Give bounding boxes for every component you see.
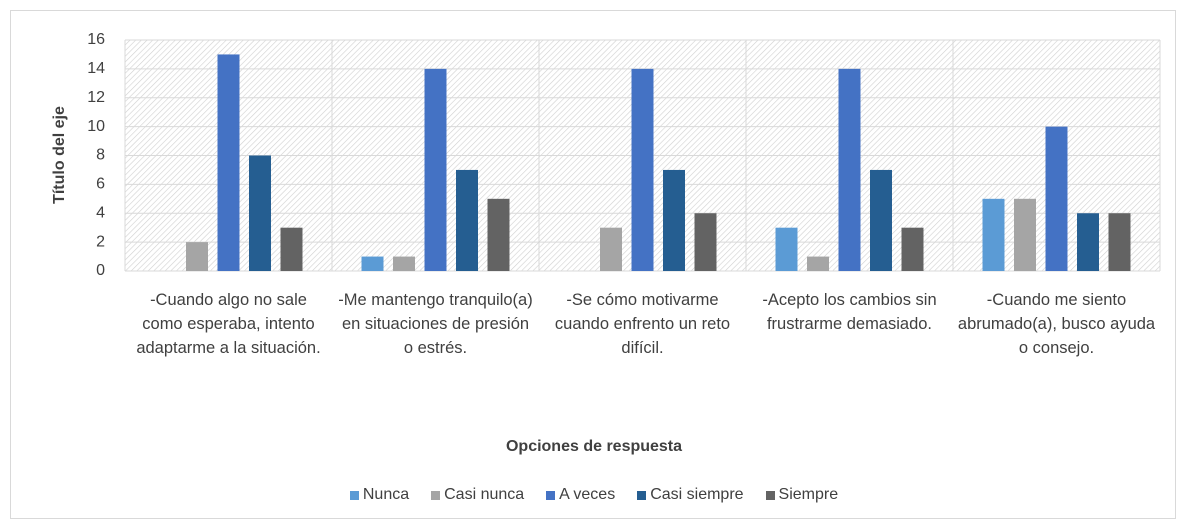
x-tick-label: -Me mantengo tranquilo(a) en situaciones… [338, 291, 533, 357]
legend-swatch [765, 490, 775, 500]
bar [487, 198, 510, 271]
bar [424, 68, 447, 271]
legend-item: Casi nunca [431, 486, 524, 504]
bar [456, 169, 478, 271]
bar [838, 68, 861, 271]
y-tick-label: 10 [87, 118, 105, 135]
bar [870, 169, 892, 271]
legend-swatch [637, 490, 647, 500]
legend-item: Nunca [349, 486, 410, 504]
x-axis-title: Opciones de respuesta [505, 438, 683, 455]
x-tick-label: -Se cómo motivarme cuando enfrento un re… [554, 291, 731, 357]
bar [1108, 213, 1131, 271]
legend-swatch [431, 490, 441, 500]
bar [600, 227, 622, 271]
bar [982, 198, 1005, 271]
y-tick-label: 2 [96, 233, 105, 250]
y-tick-label: 4 [96, 204, 105, 221]
y-tick-label: 12 [87, 89, 105, 106]
bar [807, 256, 829, 271]
legend-swatch [546, 490, 556, 500]
y-tick-label: 16 [87, 31, 105, 48]
y-tick-label: 0 [96, 262, 105, 279]
y-tick-label: 6 [96, 176, 105, 193]
bar [280, 227, 303, 271]
bar [694, 213, 717, 271]
legend-label: Casi siempre [650, 486, 744, 503]
legend-item: A veces [546, 486, 615, 504]
bar [217, 54, 240, 271]
legend-label: Nunca [362, 486, 410, 503]
x-tick-label: -Cuando algo no sale como esperaba, inte… [136, 291, 321, 357]
x-tick-label: -Acepto los cambios sin frustrarme demas… [762, 291, 937, 333]
bar [1077, 213, 1099, 271]
y-tick-label: 14 [87, 60, 105, 77]
legend-item: Siempre [765, 486, 839, 504]
x-tick-label: -Cuando me siento abrumado(a), busco ayu… [957, 291, 1156, 357]
legend-swatch [349, 490, 359, 500]
legend-label: A veces [559, 486, 616, 503]
bar [901, 227, 924, 271]
bar [1014, 198, 1036, 271]
y-tick-label: 8 [96, 147, 105, 164]
y-axis-title: Título del eje [51, 106, 68, 204]
bar [775, 227, 798, 271]
bar [631, 68, 654, 271]
bar [393, 256, 415, 271]
bar [249, 155, 271, 271]
bar [361, 256, 384, 271]
bar [1045, 126, 1068, 271]
legend-item: Casi siempre [637, 486, 744, 504]
legend-label: Siempre [778, 486, 839, 503]
legend: Nunca Casi nunca A veces Casi siempre Siempr… [0, 486, 1188, 504]
chart-frame [10, 10, 1176, 519]
bar [186, 242, 208, 271]
bar [663, 169, 685, 271]
legend-label: Casi nunca [444, 486, 525, 503]
